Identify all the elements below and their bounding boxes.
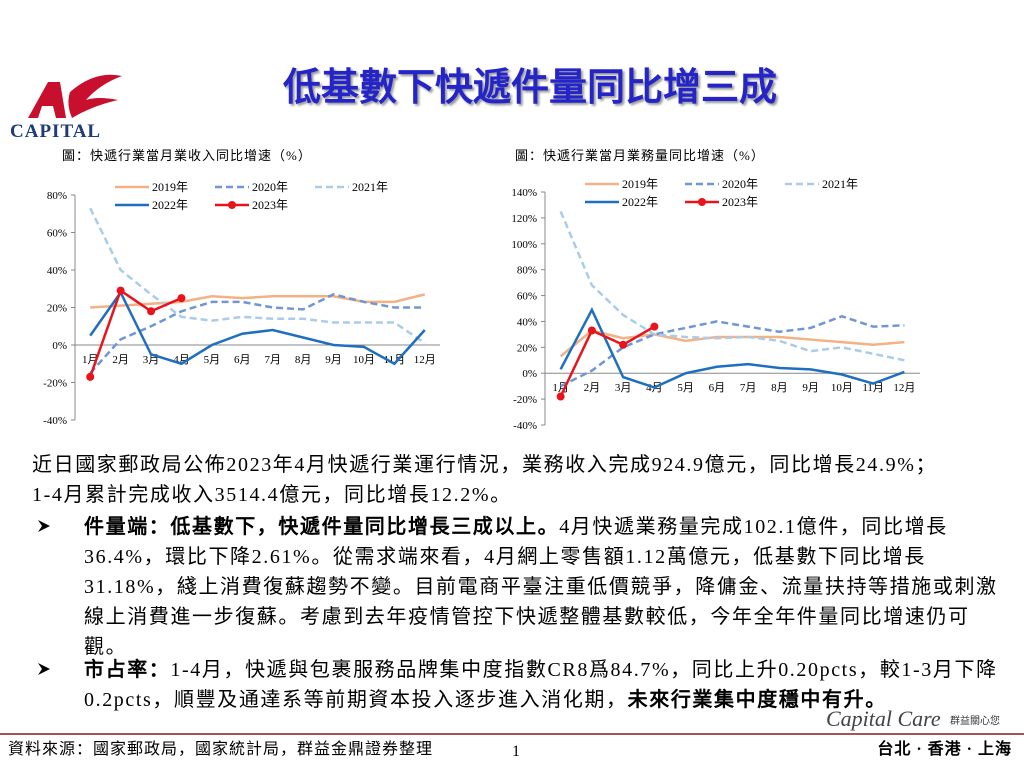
- intro: 近日國家郵政局公佈2023年4月快遞行業運行情況，業務收入完成924.9億元，同…: [32, 450, 1002, 510]
- point: [177, 294, 186, 303]
- series-line: [90, 293, 426, 309]
- bullet: 件量端：低基數下，快遞件量同比增長三成以上。4月快遞業務量完成102.1億件，同…: [84, 512, 1000, 662]
- y-tick-label: 60%: [47, 228, 67, 240]
- y-tick-label: 40%: [47, 265, 67, 277]
- x-tick-label: 7月: [264, 354, 281, 366]
- series-line: [559, 325, 656, 398]
- x-tick-label: 10月: [353, 354, 375, 366]
- x-tick-label: 11月: [862, 382, 884, 394]
- x-tick-label: 8月: [295, 354, 312, 366]
- x-tick-label: 12月: [893, 382, 915, 394]
- series-line: [560, 314, 905, 388]
- x-tick-label: 5月: [677, 382, 694, 394]
- series-line: [89, 290, 426, 366]
- bullet-bold: 未來行業集中度穩中有升。: [627, 689, 887, 711]
- x-tick-label: 12月: [414, 354, 436, 366]
- legend-label: 2019年: [152, 180, 188, 194]
- bullet-bold: 件量端：低基數下，快遞件量同比增長三成以上。: [84, 516, 560, 538]
- series-line: [559, 210, 905, 362]
- x-tick-label: 10月: [831, 382, 853, 394]
- x-tick-label: 2月: [112, 354, 129, 366]
- series-line: [89, 293, 425, 374]
- series-line: [559, 306, 905, 389]
- x-tick-label: 6月: [709, 382, 726, 394]
- legend-marker: [228, 201, 236, 209]
- y-tick-label: -40%: [43, 415, 67, 427]
- x-tick-label: 7月: [740, 382, 757, 394]
- point: [147, 307, 156, 316]
- point: [86, 372, 95, 381]
- series-line: [89, 288, 182, 378]
- point: [619, 340, 628, 349]
- bullet-arrow: [38, 663, 50, 675]
- slogan: 群益關心您: [950, 714, 1000, 727]
- logo: CAPITAL: [10, 74, 122, 142]
- point: [650, 322, 659, 331]
- point: [587, 326, 596, 335]
- legend-label: 2021年: [352, 180, 388, 194]
- y-tick-label: -40%: [513, 420, 537, 432]
- y-tick-label: 0%: [52, 340, 67, 352]
- legend-label: 2020年: [722, 177, 758, 191]
- y-tick-label: 40%: [517, 316, 537, 328]
- bullet-arrow: [38, 520, 50, 532]
- x-tick-label: 9月: [325, 354, 342, 366]
- x-tick-label: 3月: [143, 354, 160, 366]
- intro-line: 近日國家郵政局公佈2023年4月快遞行業運行情況，業務收入完成924.9億元，同…: [32, 454, 938, 476]
- y-tick-label: 20%: [517, 342, 537, 354]
- y-tick-label: 100%: [511, 239, 537, 251]
- y-tick-label: 60%: [517, 291, 537, 303]
- y-tick-label: 140%: [511, 187, 537, 199]
- x-tick-label: 9月: [802, 382, 819, 394]
- point: [116, 286, 125, 295]
- x-tick-label: 5月: [204, 354, 221, 366]
- legend-label: 2023年: [722, 195, 758, 209]
- brand: Capital Care: [826, 706, 941, 731]
- legend-label: 2019年: [622, 177, 658, 191]
- bullet-text: 1-4月，快遞與包裹服務品牌集中度指數CR8爲84.7%，同比上升0.20pct…: [84, 659, 998, 711]
- chart-title: 圖：快遞行業當月業務量同比增速（%）: [515, 148, 765, 163]
- chart-title: 圖：快遞行業當月業收入同比增速（%）: [62, 148, 312, 163]
- y-tick-label: -20%: [513, 394, 537, 406]
- series-line: [89, 207, 426, 345]
- legend-marker: [698, 198, 706, 206]
- legend-label: 2023年: [252, 198, 288, 212]
- slide-title: 低基數下快遞件量同比增三成: [283, 67, 777, 109]
- x-tick-label: 2月: [584, 382, 601, 394]
- source: 資料來源：國家郵政局，國家統計局，群益金鼎證券整理: [8, 740, 433, 758]
- y-tick-label: 0%: [522, 368, 537, 380]
- x-tick-label: 6月: [234, 354, 251, 366]
- page-number: 1: [512, 743, 520, 760]
- cities: 台北 · 香港 · 上海: [877, 739, 1012, 758]
- logo-shape: [28, 82, 66, 118]
- legend-label: 2020年: [252, 180, 288, 194]
- y-tick-label: -20%: [43, 378, 67, 390]
- legend-label: 2022年: [152, 198, 188, 212]
- x-tick-label: 3月: [615, 382, 632, 394]
- legend-label: 2022年: [622, 195, 658, 209]
- point: [556, 392, 565, 401]
- y-tick-label: 120%: [511, 213, 537, 225]
- legend-label: 2021年: [822, 177, 858, 191]
- logo-text: CAPITAL: [10, 121, 101, 142]
- bullet-bold: 市占率：: [84, 659, 171, 681]
- logo-shape: [68, 74, 122, 118]
- y-tick-label: 20%: [47, 303, 67, 315]
- bullet: 市占率：1-4月，快遞與包裹服務品牌集中度指數CR8爲84.7%，同比上升0.2…: [84, 655, 1000, 715]
- x-tick-label: 8月: [771, 382, 788, 394]
- intro-line: 1-4月累計完成收入3514.4億元，同比增長12.2%。: [32, 484, 512, 506]
- y-tick-label: 80%: [517, 265, 537, 277]
- y-tick-label: 80%: [47, 190, 67, 202]
- series-line: [559, 329, 905, 358]
- bullet-text: 4月快遞業務量完成102.1億件，同比增長36.4%，環比下降2.61%。從需求…: [84, 516, 998, 658]
